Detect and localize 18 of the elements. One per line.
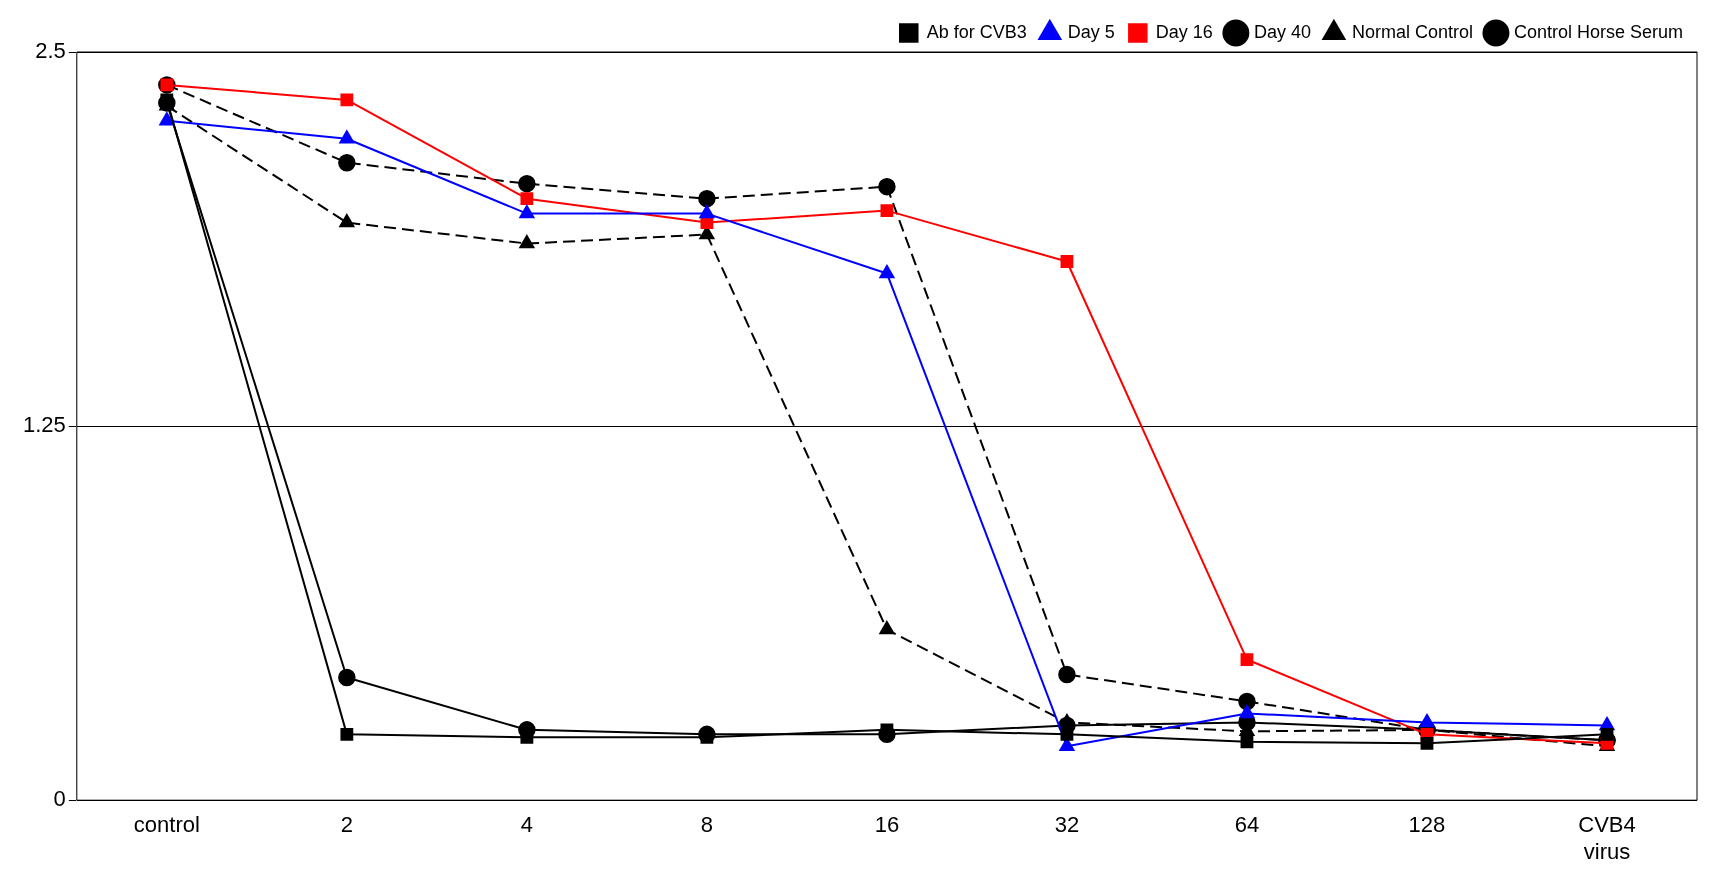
x-tick-label: 8 (700, 812, 714, 838)
legend-label: Day 16 (1155, 21, 1213, 42)
x-tick-label: 32 (1054, 812, 1080, 838)
legend-label: Day 40 (1253, 21, 1311, 42)
y-tick-label: 0 (53, 786, 66, 812)
x-tick-label: control (133, 812, 200, 838)
y-tick-label: 1.25 (22, 412, 66, 438)
legend-label: Ab for CVB3 (926, 21, 1027, 42)
x-tick-label: 64 (1234, 812, 1260, 838)
x-tick-label: 128 (1408, 812, 1446, 838)
y-tick-label: 2.5 (35, 38, 66, 64)
x-tick-label: 2 (340, 812, 353, 838)
legend-label: Control Horse Serum (1513, 21, 1683, 42)
x-tick-label: 16 (874, 812, 900, 838)
x-tick-label: 4 (520, 812, 533, 838)
x-tick-label: CVB4 virus (1578, 812, 1636, 864)
legend-label: Day 5 (1067, 21, 1115, 42)
legend-label: Normal Control (1351, 21, 1473, 42)
